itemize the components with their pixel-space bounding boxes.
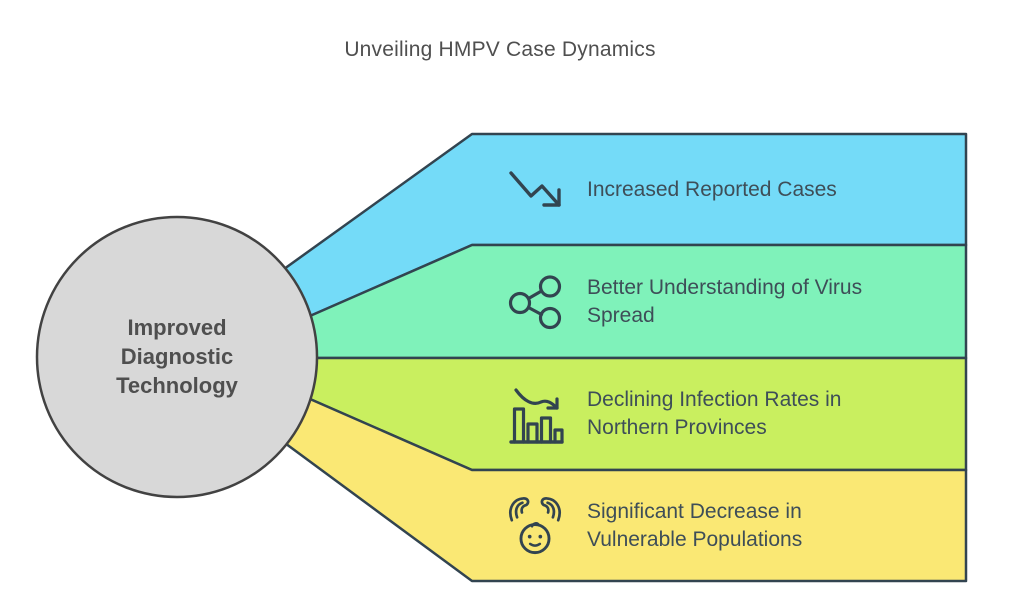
caring-hands-face-icon	[505, 493, 565, 559]
page-title: Unveiling HMPV Case Dynamics	[344, 38, 656, 61]
hub-label-line: Technology	[116, 373, 238, 398]
hub-label-line: Improved	[127, 315, 227, 340]
band-row-vulnerable-populations: Significant Decrease in Vulnerable Popul…	[505, 470, 975, 581]
band-label-line: Better Understanding of Virus	[587, 275, 863, 299]
band-label-line: Declining Infection Rates in	[587, 388, 842, 411]
band-row-increased-cases: Increased Reported Cases	[505, 134, 975, 245]
band-row-declining-rates: Declining Infection Rates in Northern Pr…	[505, 358, 975, 470]
band-row-virus-spread: Better Understanding of Virus Spread	[505, 245, 975, 358]
hub-label-line: Diagnostic	[120, 344, 234, 369]
band-label: Significant Decrease in Vulnerable Popul…	[587, 498, 802, 554]
hub-circle	[35, 215, 319, 499]
declining-bar-chart-icon	[505, 381, 565, 447]
hub-label: Improved Diagnostic Technology	[47, 313, 307, 400]
trending-down-icon	[505, 167, 565, 213]
network-share-icon	[505, 273, 565, 331]
band-label: Better Understanding of Virus Spread	[587, 274, 862, 330]
band-label-line: Increased Reported Cases	[587, 177, 837, 201]
band-label-line: Northern Provinces	[587, 416, 767, 439]
band-label: Declining Infection Rates in Northern Pr…	[587, 386, 841, 442]
band-label: Increased Reported Cases	[587, 176, 837, 204]
band-label-line: Significant Decrease in	[587, 499, 802, 523]
band-label-line: Spread	[587, 303, 655, 327]
band-label-line: Vulnerable Populations	[587, 527, 803, 551]
